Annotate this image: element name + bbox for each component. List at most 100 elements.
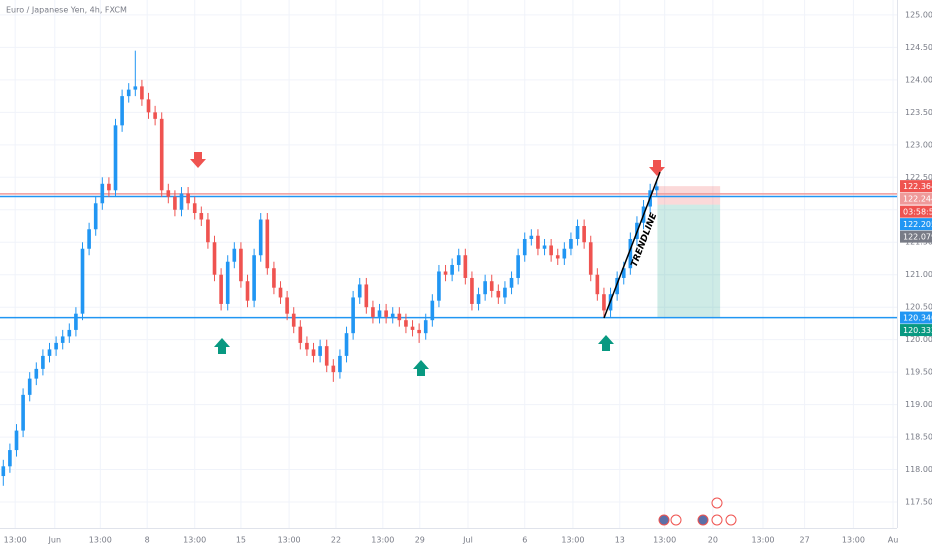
candle-body — [265, 219, 270, 269]
candle-body — [529, 235, 534, 239]
candle-body — [113, 125, 118, 191]
candle-body — [47, 349, 52, 356]
candle-body — [615, 277, 619, 295]
candle-body — [654, 186, 659, 191]
candle-body — [588, 242, 593, 275]
axes: 117.500 118.000 118.500 119.000 119.500 120.0… — [4, 10, 932, 545]
candle-body — [179, 193, 184, 210]
x-tick-label: 13:00 — [653, 536, 676, 545]
candle-body — [582, 226, 586, 243]
x-tick-label: 13:00 — [278, 536, 301, 545]
candle-body — [417, 329, 421, 334]
candle-body — [54, 342, 58, 350]
candle-body — [140, 86, 144, 100]
candle-body — [364, 284, 369, 308]
candle-body — [232, 248, 237, 262]
x-tick-label: 8 — [145, 536, 150, 545]
candle-body — [628, 238, 633, 269]
stop-zone — [657, 186, 721, 205]
sell-arrow — [649, 160, 665, 176]
candle-body — [199, 213, 204, 220]
candle-body — [245, 281, 250, 301]
price-tag — [900, 230, 932, 243]
candle-body — [192, 203, 197, 214]
candle-body — [146, 99, 151, 113]
candle-body — [107, 183, 111, 191]
candle-body — [509, 277, 514, 288]
candle-body — [496, 290, 501, 298]
price-tag-label: 120.340 — [903, 314, 932, 323]
candle-body — [21, 394, 25, 431]
candle-body — [74, 313, 78, 330]
event-icon — [658, 514, 670, 526]
price-tag-label: 120.332 — [903, 326, 932, 335]
candle-body — [562, 248, 567, 259]
candle-body — [166, 190, 171, 197]
y-tick-label: 124.000 — [905, 75, 932, 84]
price-tag-label: 03:58:51 — [903, 208, 932, 217]
candle-body — [404, 320, 408, 327]
candle-body — [34, 368, 39, 379]
candle-body — [153, 112, 157, 119]
candle-body — [159, 118, 164, 191]
chart-title: Euro / Japanese Yen, 4h, FXCM — [6, 6, 127, 15]
candle-body — [423, 320, 428, 334]
candle-body — [595, 274, 600, 295]
candle-body — [351, 297, 355, 334]
candle-body — [324, 346, 329, 366]
candle-body — [503, 287, 507, 298]
price-tag-label: 122.205 — [903, 220, 932, 229]
candle-body — [126, 89, 131, 97]
y-tick-label: 118.000 — [905, 465, 932, 474]
candle-body — [285, 297, 289, 314]
price-tag — [900, 205, 932, 218]
x-tick-label: 13:00 — [4, 536, 27, 545]
x-tick-label: 27 — [800, 536, 810, 545]
candle-body — [133, 86, 138, 90]
candle-body — [549, 245, 553, 256]
candle-body — [311, 349, 316, 356]
y-tick-label: 121.000 — [905, 270, 932, 279]
x-tick-label: 13:00 — [89, 536, 112, 545]
candle-body — [239, 248, 243, 282]
price-tag-label: 122.364 — [903, 182, 932, 191]
candle-body — [555, 255, 560, 259]
price-tag — [900, 324, 932, 337]
candle-body — [575, 226, 580, 239]
event-icon — [711, 497, 723, 509]
y-tick-label: 122.500 — [905, 173, 932, 182]
price-tag — [900, 180, 932, 193]
candle-body — [258, 219, 263, 256]
x-tick-label: 22 — [331, 536, 341, 545]
y-tick-label: 123.500 — [905, 108, 932, 117]
price-tag-label: 122.244 — [903, 195, 932, 204]
candle-body — [542, 245, 547, 249]
trendline — [603, 171, 661, 319]
candle-body — [173, 196, 177, 210]
x-tick-label: 6 — [522, 536, 527, 545]
buy-arrow — [413, 360, 429, 376]
candle-body — [60, 336, 65, 343]
price-tag — [900, 311, 932, 324]
candle-body — [206, 219, 210, 243]
candle-body — [338, 355, 342, 373]
price-tag — [900, 218, 932, 231]
candle-body — [93, 203, 98, 230]
candle-body — [410, 326, 415, 330]
y-tick-label: 124.500 — [905, 43, 932, 52]
y-tick-label: 118.500 — [905, 433, 932, 442]
candle-body — [219, 274, 223, 304]
candle-body — [516, 255, 520, 278]
candle-body — [371, 307, 375, 317]
y-tick-label: 117.500 — [905, 498, 932, 507]
x-tick-label: 20 — [708, 536, 718, 545]
x-tick-label: 13:00 — [371, 536, 394, 545]
grid — [0, 0, 897, 528]
y-tick-label: 120.500 — [905, 303, 932, 312]
candle-body — [344, 333, 349, 356]
candle-body — [67, 329, 72, 337]
candle-body — [621, 268, 626, 278]
candle-body — [522, 238, 527, 256]
candle-body — [298, 326, 303, 343]
x-tick-label: 13:00 — [842, 536, 865, 545]
